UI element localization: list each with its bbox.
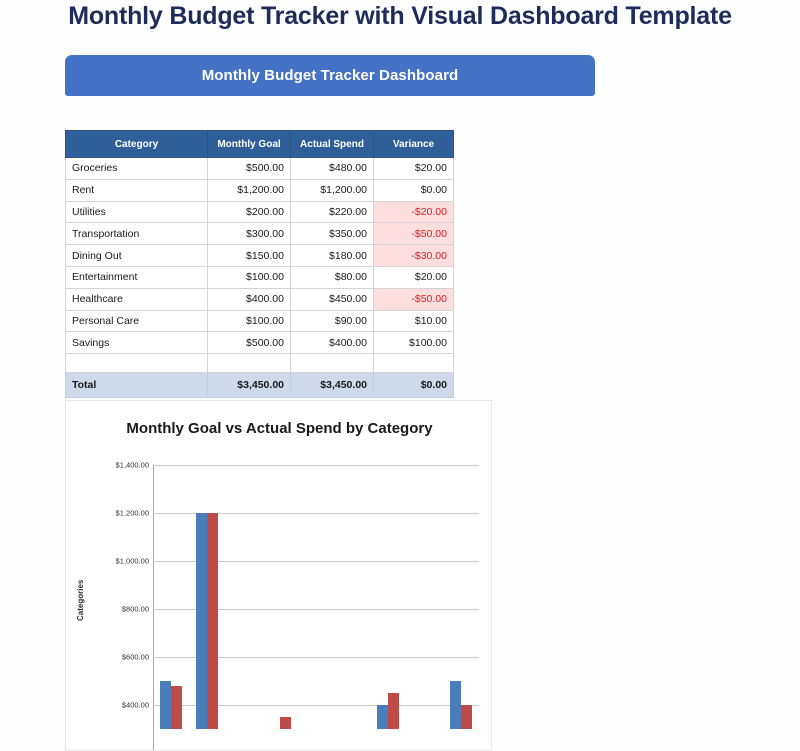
chart-gridline [153, 609, 479, 610]
cell-category: Transportation [65, 222, 208, 246]
cell-category: Rent [65, 178, 208, 202]
bar-actual-spend [388, 693, 400, 729]
cell-variance: $0.00 [373, 178, 454, 202]
cell-actual-spend: $480.00 [290, 157, 374, 180]
cell-empty [290, 353, 374, 374]
dashboard-banner-label: Monthly Budget Tracker Dashboard [201, 67, 459, 84]
cell-variance: -$50.00 [373, 222, 454, 246]
column-header-category[interactable]: Category [65, 130, 208, 158]
dashboard-banner: Monthly Budget Tracker Dashboard [65, 55, 595, 96]
cell-monthly-goal: $100.00 [207, 265, 291, 289]
cell-monthly-goal: $400.00 [207, 287, 291, 311]
cell-monthly-goal: $300.00 [207, 222, 291, 246]
table-row[interactable]: Groceries $500.00 $480.00 $20.00 [65, 157, 454, 180]
y-axis-tick-label: $600.00 [121, 652, 149, 662]
cell-monthly-goal: $100.00 [207, 309, 291, 333]
table-row[interactable]: Transportation $300.00 $350.00 -$50.00 [65, 222, 454, 246]
budget-table: Category Monthly Goal Actual Spend Varia… [65, 130, 454, 399]
total-monthly-goal: $3,450.00 [207, 372, 291, 399]
cell-actual-spend: $400.00 [290, 331, 374, 355]
table-row[interactable]: Utilities $200.00 $220.00 -$20.00 [65, 200, 454, 224]
cell-variance: -$50.00 [373, 287, 454, 311]
cell-category: Dining Out [65, 244, 208, 267]
bar-monthly-goal [377, 705, 389, 729]
column-header-actual-spend[interactable]: Actual Spend [290, 130, 374, 158]
cell-variance: -$30.00 [373, 244, 454, 267]
cell-category: Entertainment [65, 265, 208, 289]
y-axis-title: Categories [76, 579, 85, 621]
y-axis-tick-label: $1,200.00 [115, 508, 149, 518]
cell-actual-spend: $80.00 [290, 265, 374, 289]
cell-actual-spend: $350.00 [290, 222, 374, 246]
table-total-row: Total $3,450.00 $3,450.00 $0.00 [65, 372, 454, 399]
table-spacer-row [65, 353, 454, 374]
y-axis-tick-label: $400.00 [121, 700, 149, 710]
cell-category: Healthcare [65, 287, 208, 311]
total-label: Total [65, 372, 208, 399]
column-header-variance[interactable]: Variance [373, 130, 454, 158]
table-row[interactable]: Rent $1,200.00 $1,200.00 $0.00 [65, 178, 454, 202]
cell-monthly-goal: $500.00 [207, 157, 291, 180]
cell-empty [373, 353, 454, 374]
y-axis-tick-label: $1,400.00 [115, 460, 149, 470]
bar-actual-spend [279, 717, 291, 729]
bar-monthly-goal [160, 681, 172, 729]
chart-gridline [153, 657, 479, 658]
bar-monthly-goal [196, 513, 208, 729]
cell-monthly-goal: $1,200.00 [207, 178, 291, 202]
chart-gridline [153, 561, 479, 562]
chart-title: Monthly Goal vs Actual Spend by Category [126, 420, 433, 437]
bar-actual-spend [207, 513, 219, 729]
cell-actual-spend: $220.00 [290, 200, 374, 224]
chart-plot-area: $1,400.00 $1,200.00 $1,000.00 $800.00 $600.0… [116, 461, 479, 750]
cell-monthly-goal: $200.00 [207, 200, 291, 224]
column-header-monthly-goal[interactable]: Monthly Goal [207, 130, 291, 158]
table-row[interactable]: Healthcare $400.00 $450.00 -$50.00 [65, 287, 454, 311]
cell-actual-spend: $90.00 [290, 309, 374, 333]
table-row[interactable]: Dining Out $150.00 $180.00 -$30.00 [65, 244, 454, 267]
table-row[interactable]: Entertainment $100.00 $80.00 $20.00 [65, 265, 454, 289]
chart-gridline [153, 705, 479, 706]
budget-table-head: Category Monthly Goal Actual Spend Varia… [65, 130, 454, 158]
total-variance: $0.00 [373, 372, 454, 399]
cell-variance: $10.00 [373, 309, 454, 333]
budget-table-header-row: Category Monthly Goal Actual Spend Varia… [65, 130, 454, 158]
cell-actual-spend: $450.00 [290, 287, 374, 311]
budget-table-body: Groceries $500.00 $480.00 $20.00 Rent $1,200.… [65, 157, 454, 399]
cell-actual-spend: $1,200.00 [290, 178, 374, 202]
table-row[interactable]: Personal Care $100.00 $90.00 $10.00 [65, 309, 454, 333]
cell-variance: -$20.00 [373, 200, 454, 224]
y-axis-tick-label: $800.00 [121, 604, 149, 614]
cell-variance: $20.00 [373, 265, 454, 289]
cell-empty [65, 353, 208, 374]
cell-variance: $20.00 [373, 157, 454, 180]
total-actual-spend: $3,450.00 [290, 372, 374, 399]
bar-monthly-goal [449, 681, 461, 729]
cell-category: Savings [65, 331, 208, 355]
cell-empty [207, 353, 291, 374]
cell-monthly-goal: $500.00 [207, 331, 291, 355]
bar-actual-spend [171, 685, 183, 729]
chart-gridline [153, 465, 479, 466]
table-row[interactable]: Savings $500.00 $400.00 $100.00 [65, 331, 454, 355]
cell-category: Groceries [65, 157, 208, 180]
cell-category: Utilities [65, 200, 208, 224]
y-axis-tick-label: $1,000.00 [115, 556, 149, 566]
chart-panel: Monthly Goal vs Actual Spend by Category… [65, 400, 492, 751]
cell-category: Personal Care [65, 309, 208, 333]
cell-actual-spend: $180.00 [290, 244, 374, 267]
y-axis-line [153, 465, 154, 750]
cell-variance: $100.00 [373, 331, 454, 355]
cell-monthly-goal: $150.00 [207, 244, 291, 267]
chart-gridline [153, 513, 479, 514]
page-title: Monthly Budget Tracker with Visual Dashb… [68, 2, 732, 30]
bar-actual-spend [460, 705, 472, 729]
